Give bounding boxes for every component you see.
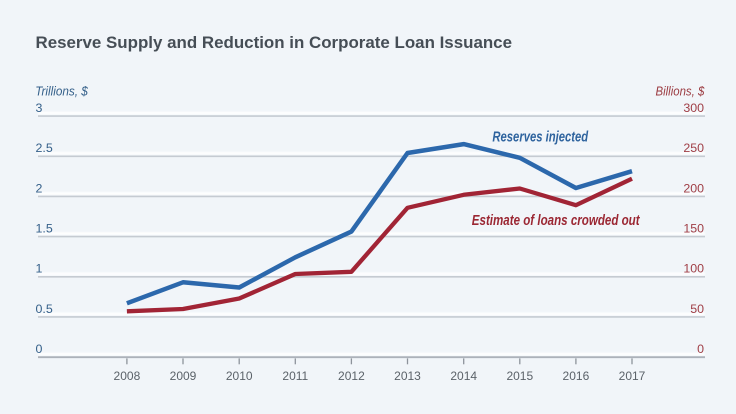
svg-text:2011: 2011 <box>282 369 308 383</box>
svg-text:250: 250 <box>683 141 704 155</box>
svg-text:Estimate of loans crowded out: Estimate of loans crowded out <box>472 212 641 229</box>
svg-text:Reserves injected: Reserves injected <box>492 129 588 146</box>
svg-text:2: 2 <box>36 181 43 195</box>
svg-text:2014: 2014 <box>450 369 477 383</box>
svg-text:200: 200 <box>683 181 704 195</box>
svg-text:2009: 2009 <box>170 369 197 383</box>
svg-text:150: 150 <box>683 222 704 236</box>
svg-text:0: 0 <box>697 342 704 356</box>
svg-text:0: 0 <box>36 342 43 356</box>
svg-text:Trillions, $: Trillions, $ <box>35 83 88 98</box>
svg-text:1: 1 <box>36 262 43 276</box>
svg-text:Reserve Supply and Reduction i: Reserve Supply and Reduction in Corporat… <box>36 34 513 52</box>
svg-text:2012: 2012 <box>338 369 365 383</box>
svg-text:2.5: 2.5 <box>36 141 53 155</box>
svg-text:50: 50 <box>690 302 704 316</box>
svg-text:0.5: 0.5 <box>36 302 53 316</box>
svg-text:100: 100 <box>683 262 704 276</box>
svg-text:2008: 2008 <box>114 369 141 383</box>
svg-text:3: 3 <box>36 101 43 115</box>
svg-text:2016: 2016 <box>563 369 590 383</box>
svg-text:1.5: 1.5 <box>36 222 53 236</box>
svg-text:2010: 2010 <box>226 369 253 383</box>
svg-text:300: 300 <box>683 101 704 115</box>
svg-text:2015: 2015 <box>506 369 533 383</box>
svg-text:2017: 2017 <box>619 369 646 383</box>
svg-text:2013: 2013 <box>394 369 421 383</box>
svg-text:Billions, $: Billions, $ <box>656 83 705 98</box>
